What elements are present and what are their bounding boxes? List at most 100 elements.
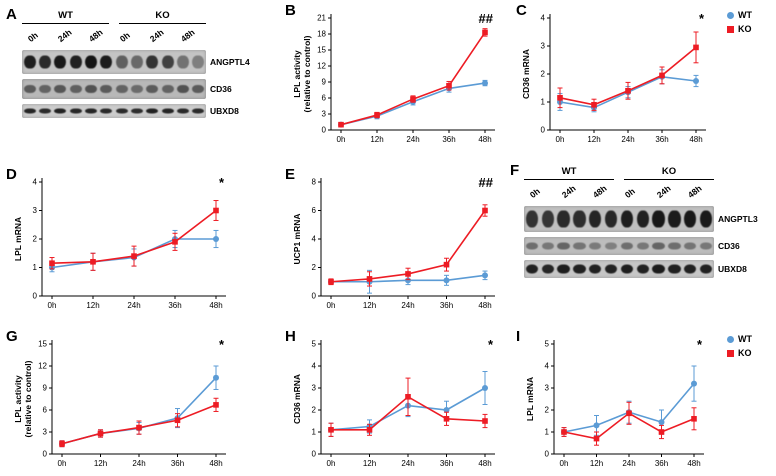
protein-band: [525, 210, 539, 228]
chart-svg-C: 0 1 2 3 4 0h 12h 24h 36h 48h CD36 mRNA *: [521, 11, 706, 144]
panel-a-westernblot: WT KO 0h 24h 48h 0h 24h 48h ANGPTL4 CD36 UBXD8: [22, 10, 260, 150]
significance-annotation: *: [699, 11, 705, 26]
x-tick-label: 48h: [209, 459, 222, 468]
y-tick-label: 6: [312, 206, 317, 215]
protein-band: [130, 108, 143, 114]
marker-wt: [482, 80, 488, 87]
x-tick-label: 24h: [127, 301, 140, 310]
y-tick-label: 2: [541, 70, 546, 79]
protein-band: [652, 264, 665, 274]
significance-annotation: *: [697, 337, 703, 352]
protein-band: [115, 108, 128, 114]
marker-wt: [405, 277, 411, 284]
y-tick-label: 2: [312, 406, 317, 415]
protein-band: [176, 108, 189, 114]
marker-ko: [446, 82, 452, 89]
blot-strip: [22, 79, 206, 99]
protein-band: [699, 264, 713, 274]
y-axis-label: LPL activity: [14, 375, 23, 423]
protein-band: [54, 55, 67, 69]
panel-e-ucp1-mrna-chart: 0 2 4 6 8 0h 12h 24h 36h 48h UCP1 mRNA ##: [292, 168, 503, 318]
blot-group-label: KO: [119, 10, 206, 24]
y-tick-label: 1: [545, 428, 550, 437]
marker-ko: [561, 429, 567, 435]
y-tick-label: 8: [312, 178, 317, 187]
x-tick-label: 36h: [655, 459, 668, 468]
panel-letter-b: B: [285, 2, 296, 19]
marker-ko: [90, 259, 96, 265]
blot-group-header: WT KO: [524, 166, 714, 180]
blot-lane-labels: 0h 24h 48h 0h 24h 48h: [22, 24, 206, 45]
protein-band: [84, 85, 97, 93]
marker-ko: [59, 440, 65, 447]
y-axis-label: UCP1 mRNA: [293, 213, 302, 264]
y-axis-label: (relative to control): [23, 360, 33, 437]
panel-letter-g: G: [6, 328, 18, 345]
x-tick-label: 24h: [132, 459, 145, 468]
y-tick-label: 0: [43, 450, 48, 459]
x-tick-label: 0h: [58, 459, 67, 468]
y-tick-label: 15: [317, 46, 326, 55]
marker-wt: [482, 272, 488, 279]
protein-band: [192, 55, 205, 69]
protein-band: [684, 242, 697, 250]
x-tick-label: 24h: [621, 135, 634, 144]
y-tick-label: 4: [541, 14, 546, 23]
significance-annotation: ##: [479, 175, 494, 190]
protein-band: [38, 108, 51, 114]
y-tick-label: 1: [312, 428, 317, 437]
marker-wt: [593, 422, 600, 429]
legend-marker-circle: [727, 335, 734, 343]
x-tick-label: 12h: [590, 459, 603, 468]
marker-ko: [625, 88, 631, 94]
lane-label: 48h: [686, 183, 705, 200]
protein-band: [636, 264, 649, 274]
y-axis-label: LPL activity: [293, 50, 302, 98]
marker-ko: [482, 418, 488, 424]
legend-top: WT KO: [727, 10, 752, 34]
protein-band: [146, 55, 159, 69]
panel-i-lpl-mrna-chart: 0 1 2 3 4 5 0h 12h 24h 36h 48h LPL mRNA *: [525, 330, 712, 476]
protein-band: [699, 242, 713, 250]
x-tick-label: 12h: [86, 301, 99, 310]
marker-ko: [443, 261, 450, 268]
protein-band: [69, 55, 82, 69]
x-tick-label: 36h: [655, 135, 668, 144]
panel-h-cd36-mrna-chart: 0 1 2 3 4 5 0h 12h 24h 36h 48h CD36 mRNA *: [292, 330, 503, 476]
protein-band: [176, 55, 189, 69]
panel-letter-i: I: [516, 328, 521, 345]
protein-band: [541, 242, 554, 250]
panel-letter-a: A: [6, 6, 17, 23]
protein-band: [146, 85, 159, 93]
legend-label: WT: [738, 10, 752, 20]
x-tick-label: 36h: [442, 135, 455, 144]
protein-band: [84, 55, 97, 69]
protein-band: [684, 264, 697, 274]
lane-label: 0h: [527, 186, 542, 200]
panel-letter-c: C: [516, 2, 527, 19]
marker-ko: [97, 430, 104, 437]
y-axis-label: LPL mRNA: [14, 217, 23, 261]
protein-band: [604, 242, 618, 250]
y-tick-label: 3: [541, 42, 546, 51]
y-tick-label: 2: [33, 235, 38, 244]
blot-row-cd36: CD36: [524, 237, 768, 255]
marker-wt: [691, 380, 697, 387]
y-tick-label: 0: [33, 292, 38, 301]
marker-wt: [482, 385, 488, 391]
legend-item-wt: WT: [727, 334, 752, 344]
blot-protein-label: CD36: [718, 241, 740, 251]
protein-band: [54, 85, 67, 93]
y-tick-label: 2: [545, 406, 550, 415]
y-tick-label: 4: [312, 362, 317, 371]
y-tick-label: 21: [317, 14, 326, 23]
marker-ko: [482, 29, 488, 36]
protein-band: [541, 264, 554, 274]
x-tick-label: 0h: [560, 459, 569, 468]
blot-lane-labels: 0h 24h 48h 0h 24h 48h: [524, 180, 714, 201]
protein-band: [573, 242, 586, 250]
y-tick-label: 0: [545, 450, 550, 459]
marker-ko: [405, 394, 411, 400]
x-tick-label: 0h: [327, 459, 336, 468]
